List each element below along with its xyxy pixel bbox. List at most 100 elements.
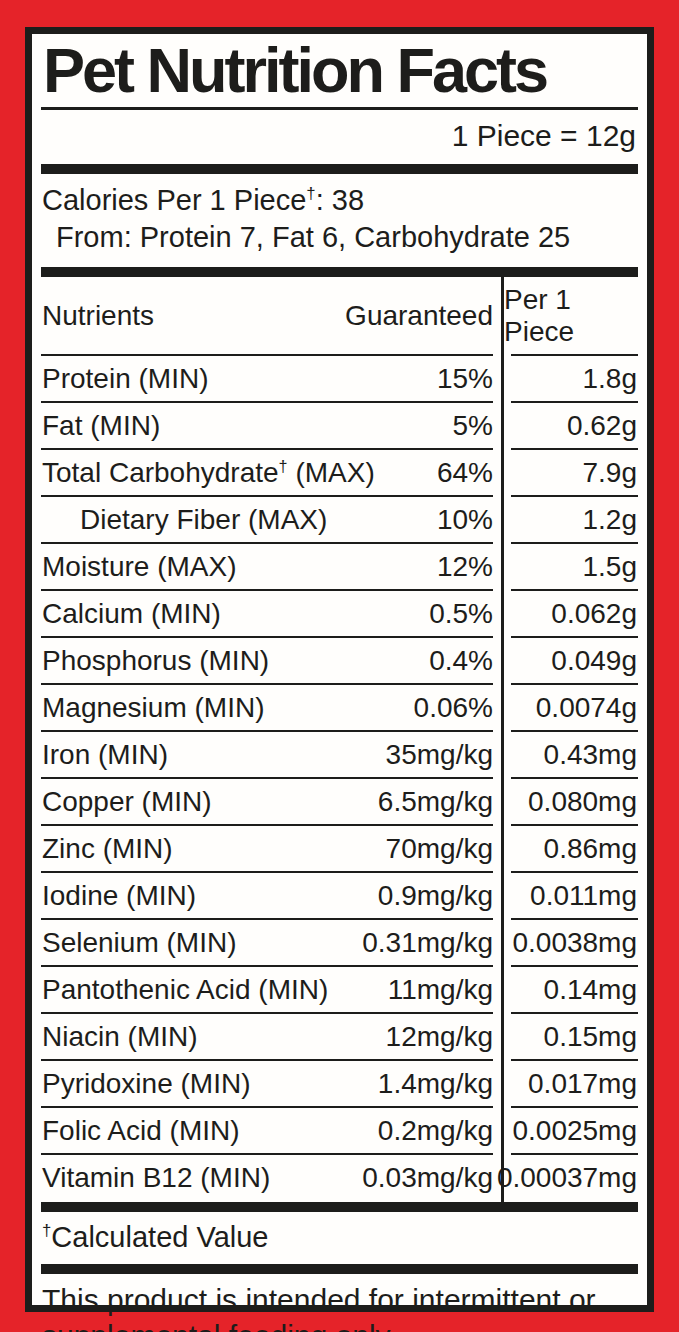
nutrient-left-cell: Calcium (MIN) 0.5% xyxy=(41,591,493,638)
nutrient-name: Fat (MIN) xyxy=(42,410,160,442)
per-piece-value: 0.017mg xyxy=(528,1068,637,1100)
nutrient-name: Niacin (MIN) xyxy=(42,1021,198,1053)
per-piece-cell: 0.0074g xyxy=(501,685,638,732)
guaranteed-value: 6.5mg/kg xyxy=(378,786,493,818)
per-piece-value: 7.9g xyxy=(583,457,638,489)
nutrient-name: Protein (MIN) xyxy=(42,363,208,395)
guaranteed-value: 10% xyxy=(437,504,493,536)
per-piece-value: 0.43mg xyxy=(544,739,637,771)
header-left-cell: Nutrients Guaranteed xyxy=(41,277,493,356)
dagger-symbol: † xyxy=(306,184,315,203)
nutrient-row: Vitamin B12 (MIN)0.03mg/kg0.00037mg xyxy=(41,1155,638,1202)
divider-bar-top xyxy=(41,164,638,174)
nutrients-table: Nutrients Guaranteed Per 1 Piece Protein… xyxy=(41,277,638,1202)
column-header-guaranteed: Guaranteed xyxy=(345,300,493,332)
guaranteed-value: 35mg/kg xyxy=(386,739,493,771)
nutrient-left-cell: Iodine (MIN) 0.9mg/kg xyxy=(41,873,493,920)
nutrient-name: Copper (MIN) xyxy=(42,786,212,818)
nutrient-row: Moisture (MAX) 12% 1.5g xyxy=(41,544,638,591)
guaranteed-value: 5% xyxy=(453,410,493,442)
per-piece-cell: 0.15mg xyxy=(501,1014,638,1061)
nutrient-row: Phosphorus (MIN)0.4%0.049g xyxy=(41,638,638,685)
dagger-symbol: † xyxy=(42,1221,51,1240)
per-piece-cell: 0.011mg xyxy=(501,873,638,920)
nutrient-name: Dietary Fiber (MAX) xyxy=(42,504,327,536)
guaranteed-value: 0.9mg/kg xyxy=(378,880,493,912)
guaranteed-value: 15% xyxy=(437,363,493,395)
nutrient-name: Moisture (MAX) xyxy=(42,551,236,583)
per-piece-cell: 0.0025mg xyxy=(501,1108,638,1155)
nutrient-left-cell: Zinc (MIN) 70mg/kg xyxy=(41,826,493,873)
divider-bar-table-bottom xyxy=(41,1202,638,1212)
label-panel: Pet Nutrition Facts 1 Piece = 12g Calori… xyxy=(25,27,654,1312)
per-piece-cell: 1.5g xyxy=(501,544,638,591)
divider-bar-table-top xyxy=(41,267,638,277)
per-piece-cell: 0.062g xyxy=(501,591,638,638)
nutrient-left-cell: Pyridoxine (MIN)1.4mg/kg xyxy=(41,1061,493,1108)
feeding-disclaimer: This product is intended for intermitten… xyxy=(41,1274,638,1332)
nutrient-row: Calcium (MIN) 0.5% 0.062g xyxy=(41,591,638,638)
nutrient-row: Pyridoxine (MIN)1.4mg/kg 0.017mg xyxy=(41,1061,638,1108)
per-piece-value: 0.15mg xyxy=(544,1021,637,1053)
guaranteed-value: 11mg/kg xyxy=(388,974,493,1006)
nutrient-row: Dietary Fiber (MAX) 10% 1.2g xyxy=(41,497,638,544)
footnote: †Calculated Value xyxy=(41,1212,638,1264)
nutrient-name: Pantothenic Acid (MIN) xyxy=(42,974,328,1006)
label-title: Pet Nutrition Facts xyxy=(43,38,638,104)
calories-line: Calories Per 1 Piece†: 38 xyxy=(41,174,638,218)
nutrient-name: Vitamin B12 (MIN) xyxy=(42,1162,270,1194)
per-piece-value: 0.049g xyxy=(551,645,637,677)
pet-nutrition-label-screenshot: { "colors": { "border_red": "#e52329", "… xyxy=(0,0,679,1332)
nutrient-name: Calcium (MIN) xyxy=(42,598,221,630)
nutrient-row: Iodine (MIN) 0.9mg/kg 0.011mg xyxy=(41,873,638,920)
per-piece-value: 0.00037mg xyxy=(497,1162,637,1194)
nutrient-row: Magnesium (MIN) 0.06% 0.0074g xyxy=(41,685,638,732)
per-piece-value: 0.14mg xyxy=(544,974,637,1006)
nutrient-left-cell: Folic Acid (MIN) 0.2mg/kg xyxy=(41,1108,493,1155)
per-piece-cell: 0.049g xyxy=(501,638,638,685)
per-piece-value: 0.011mg xyxy=(530,880,637,912)
per-piece-value: 0.0025mg xyxy=(512,1115,637,1147)
dagger-symbol: † xyxy=(279,456,288,474)
per-piece-cell: 0.00037mg xyxy=(501,1155,638,1202)
nutrient-left-cell: Copper (MIN) 6.5mg/kg xyxy=(41,779,493,826)
guaranteed-value: 70mg/kg xyxy=(386,833,493,865)
per-piece-value: 0.062g xyxy=(551,598,637,630)
calories-value: : 38 xyxy=(316,184,364,216)
guaranteed-value: 12mg/kg xyxy=(386,1021,493,1053)
nutrient-name: Iodine (MIN) xyxy=(42,880,196,912)
nutrient-row: Zinc (MIN) 70mg/kg0.86mg xyxy=(41,826,638,873)
guaranteed-value: 0.06% xyxy=(414,692,493,724)
per-piece-cell: 0.14mg xyxy=(501,967,638,1014)
per-piece-value: 1.2g xyxy=(583,504,638,536)
nutrient-name: Magnesium (MIN) xyxy=(42,692,264,724)
nutrient-name: Iron (MIN) xyxy=(42,739,168,771)
nutrient-row: Copper (MIN) 6.5mg/kg 0.080mg xyxy=(41,779,638,826)
guaranteed-value: 12% xyxy=(437,551,493,583)
per-piece-value: 0.080mg xyxy=(528,786,637,818)
nutrient-row: Niacin (MIN) 12mg/kg 0.15mg xyxy=(41,1014,638,1061)
per-piece-cell: 0.080mg xyxy=(501,779,638,826)
nutrient-left-cell: Niacin (MIN) 12mg/kg xyxy=(41,1014,493,1061)
guaranteed-value: 0.2mg/kg xyxy=(378,1115,493,1147)
nutrient-left-cell: Vitamin B12 (MIN)0.03mg/kg xyxy=(41,1155,493,1202)
nutrient-name: Zinc (MIN) xyxy=(42,833,173,865)
nutrient-name: Folic Acid (MIN) xyxy=(42,1115,240,1147)
nutrient-left-cell: Protein (MIN) 15% xyxy=(41,356,493,403)
per-piece-cell: 0.0038mg xyxy=(501,920,638,967)
header-right-cell: Per 1 Piece xyxy=(501,277,638,356)
guaranteed-value: 1.4mg/kg xyxy=(378,1068,493,1100)
per-piece-cell: 0.017mg xyxy=(501,1061,638,1108)
per-piece-value: 1.5g xyxy=(583,551,638,583)
footnote-text: Calculated Value xyxy=(51,1221,268,1253)
per-piece-cell: 0.86mg xyxy=(501,826,638,873)
per-piece-value: 0.0074g xyxy=(536,692,637,724)
guaranteed-value: 0.5% xyxy=(429,598,493,630)
per-piece-cell: 1.2g xyxy=(501,497,638,544)
guaranteed-value: 0.4% xyxy=(429,645,493,677)
nutrient-left-cell: Total Carbohydrate† (MAX)64% xyxy=(41,450,493,497)
per-piece-cell: 0.62g xyxy=(501,403,638,450)
column-header-per-piece: Per 1 Piece xyxy=(504,284,637,348)
nutrient-row: Protein (MIN)15%1.8g xyxy=(41,356,638,403)
nutrient-left-cell: Selenium (MIN)0.31mg/kg xyxy=(41,920,493,967)
